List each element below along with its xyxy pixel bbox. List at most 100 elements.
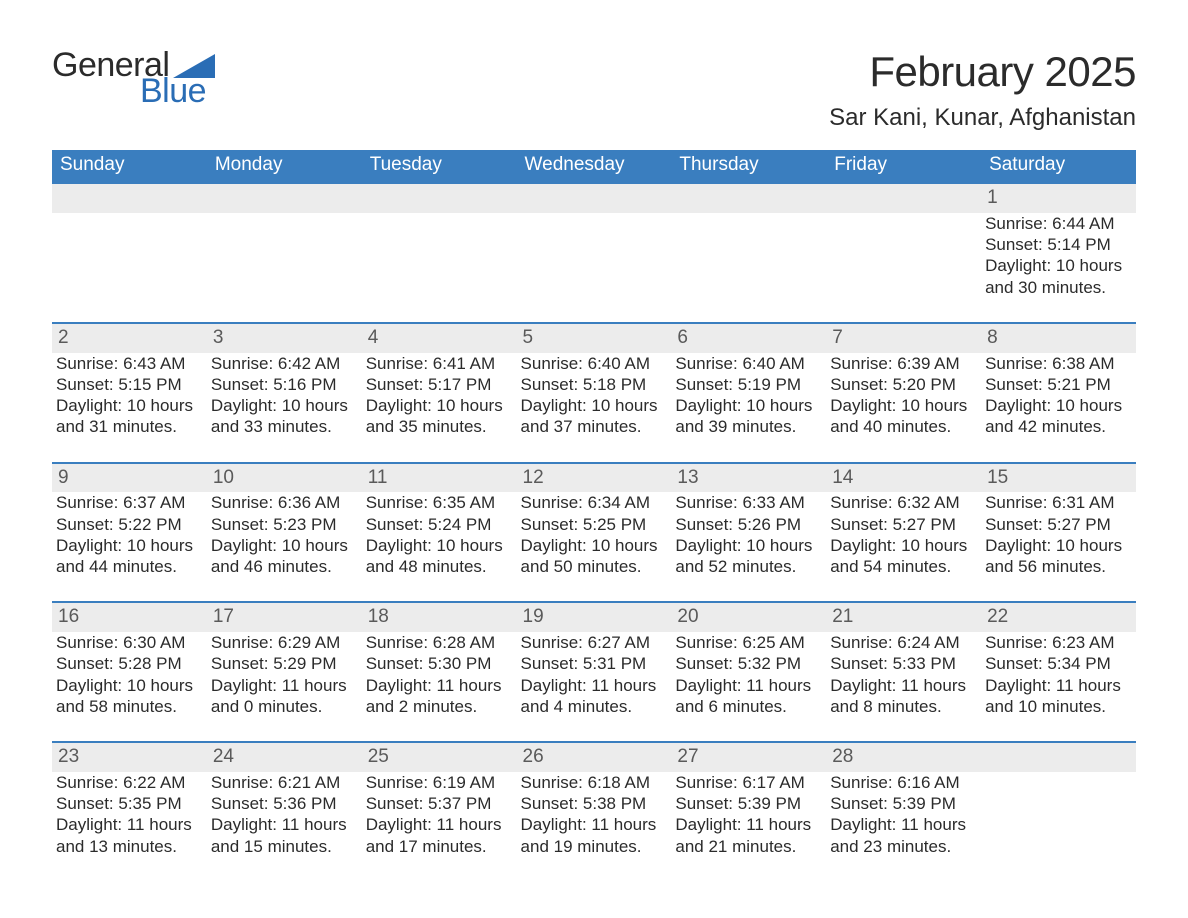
day-detail-row: Sunrise: 6:22 AMSunset: 5:35 PMDaylight:… (52, 772, 1136, 881)
day1-text: Daylight: 11 hours (521, 814, 666, 835)
day1-text: Daylight: 11 hours (675, 675, 820, 696)
day1-text: Daylight: 10 hours (366, 535, 511, 556)
day1-text: Daylight: 10 hours (521, 535, 666, 556)
location-subtitle: Sar Kani, Kunar, Afghanistan (829, 104, 1136, 132)
day2-text: and 23 minutes. (830, 836, 975, 857)
day-number-cell (52, 183, 207, 213)
day-number-cell: 26 (517, 742, 672, 772)
sunrise-text: Sunrise: 6:17 AM (675, 772, 820, 793)
sunrise-text: Sunrise: 6:34 AM (521, 492, 666, 513)
day1-text: Daylight: 10 hours (985, 535, 1130, 556)
day2-text: and 42 minutes. (985, 416, 1130, 437)
day-number-cell: 23 (52, 742, 207, 772)
sunrise-text: Sunrise: 6:38 AM (985, 353, 1130, 374)
sunset-text: Sunset: 5:24 PM (366, 514, 511, 535)
day-detail-cell: Sunrise: 6:23 AMSunset: 5:34 PMDaylight:… (981, 632, 1136, 742)
day2-text: and 31 minutes. (56, 416, 201, 437)
sunrise-text: Sunrise: 6:21 AM (211, 772, 356, 793)
sunset-text: Sunset: 5:33 PM (830, 653, 975, 674)
day1-text: Daylight: 10 hours (985, 255, 1130, 276)
day2-text: and 30 minutes. (985, 277, 1130, 298)
sunset-text: Sunset: 5:22 PM (56, 514, 201, 535)
day-number-cell: 5 (517, 323, 672, 353)
day1-text: Daylight: 11 hours (366, 675, 511, 696)
day-number-cell: 16 (52, 602, 207, 632)
weekday-header: Tuesday (362, 150, 517, 183)
sunrise-text: Sunrise: 6:16 AM (830, 772, 975, 793)
day-number-cell: 20 (671, 602, 826, 632)
sunrise-text: Sunrise: 6:35 AM (366, 492, 511, 513)
sunset-text: Sunset: 5:38 PM (521, 793, 666, 814)
day1-text: Daylight: 11 hours (830, 814, 975, 835)
sunrise-text: Sunrise: 6:25 AM (675, 632, 820, 653)
day-detail-cell: Sunrise: 6:29 AMSunset: 5:29 PMDaylight:… (207, 632, 362, 742)
sunrise-text: Sunrise: 6:33 AM (675, 492, 820, 513)
day2-text: and 19 minutes. (521, 836, 666, 857)
sunrise-text: Sunrise: 6:18 AM (521, 772, 666, 793)
day-number-cell: 13 (671, 463, 826, 493)
sunrise-text: Sunrise: 6:39 AM (830, 353, 975, 374)
day-number-cell: 24 (207, 742, 362, 772)
day2-text: and 50 minutes. (521, 556, 666, 577)
sunrise-text: Sunrise: 6:42 AM (211, 353, 356, 374)
day-detail-cell (207, 213, 362, 323)
day-detail-cell: Sunrise: 6:32 AMSunset: 5:27 PMDaylight:… (826, 492, 981, 602)
sunrise-text: Sunrise: 6:44 AM (985, 213, 1130, 234)
day-detail-cell: Sunrise: 6:25 AMSunset: 5:32 PMDaylight:… (671, 632, 826, 742)
day2-text: and 52 minutes. (675, 556, 820, 577)
day-detail-cell: Sunrise: 6:34 AMSunset: 5:25 PMDaylight:… (517, 492, 672, 602)
day1-text: Daylight: 10 hours (211, 395, 356, 416)
day2-text: and 48 minutes. (366, 556, 511, 577)
day-number-cell: 2 (52, 323, 207, 353)
sunset-text: Sunset: 5:20 PM (830, 374, 975, 395)
day-number-cell (826, 183, 981, 213)
day2-text: and 0 minutes. (211, 696, 356, 717)
weekday-header: Wednesday (517, 150, 672, 183)
day1-text: Daylight: 10 hours (675, 395, 820, 416)
sunrise-text: Sunrise: 6:24 AM (830, 632, 975, 653)
day-detail-cell: Sunrise: 6:28 AMSunset: 5:30 PMDaylight:… (362, 632, 517, 742)
sunset-text: Sunset: 5:17 PM (366, 374, 511, 395)
day2-text: and 37 minutes. (521, 416, 666, 437)
day-number-cell (517, 183, 672, 213)
sunrise-text: Sunrise: 6:40 AM (675, 353, 820, 374)
day-number-row: 232425262728 (52, 742, 1136, 772)
day2-text: and 17 minutes. (366, 836, 511, 857)
sunrise-text: Sunrise: 6:23 AM (985, 632, 1130, 653)
sunset-text: Sunset: 5:25 PM (521, 514, 666, 535)
day-number-cell (362, 183, 517, 213)
sunset-text: Sunset: 5:15 PM (56, 374, 201, 395)
day2-text: and 2 minutes. (366, 696, 511, 717)
day-detail-cell: Sunrise: 6:17 AMSunset: 5:39 PMDaylight:… (671, 772, 826, 881)
sunrise-text: Sunrise: 6:37 AM (56, 492, 201, 513)
sunrise-text: Sunrise: 6:36 AM (211, 492, 356, 513)
day2-text: and 44 minutes. (56, 556, 201, 577)
weekday-header-row: Sunday Monday Tuesday Wednesday Thursday… (52, 150, 1136, 183)
day-number-row: 1 (52, 183, 1136, 213)
day-number-cell: 15 (981, 463, 1136, 493)
day-detail-cell: Sunrise: 6:43 AMSunset: 5:15 PMDaylight:… (52, 353, 207, 463)
day1-text: Daylight: 10 hours (366, 395, 511, 416)
title-block: February 2025 Sar Kani, Kunar, Afghanist… (829, 48, 1136, 132)
day1-text: Daylight: 10 hours (675, 535, 820, 556)
day-detail-row: Sunrise: 6:44 AMSunset: 5:14 PMDaylight:… (52, 213, 1136, 323)
weekday-header: Sunday (52, 150, 207, 183)
day1-text: Daylight: 10 hours (521, 395, 666, 416)
day-number-cell: 7 (826, 323, 981, 353)
day-number-cell: 3 (207, 323, 362, 353)
day-detail-row: Sunrise: 6:43 AMSunset: 5:15 PMDaylight:… (52, 353, 1136, 463)
sunset-text: Sunset: 5:29 PM (211, 653, 356, 674)
sunset-text: Sunset: 5:34 PM (985, 653, 1130, 674)
day2-text: and 46 minutes. (211, 556, 356, 577)
sunrise-text: Sunrise: 6:19 AM (366, 772, 511, 793)
sunrise-text: Sunrise: 6:29 AM (211, 632, 356, 653)
day-number-cell: 19 (517, 602, 672, 632)
sunset-text: Sunset: 5:27 PM (985, 514, 1130, 535)
day-number-cell: 28 (826, 742, 981, 772)
day-detail-cell (52, 213, 207, 323)
day-detail-cell: Sunrise: 6:39 AMSunset: 5:20 PMDaylight:… (826, 353, 981, 463)
day-number-cell (671, 183, 826, 213)
day-detail-cell: Sunrise: 6:36 AMSunset: 5:23 PMDaylight:… (207, 492, 362, 602)
day-detail-cell: Sunrise: 6:16 AMSunset: 5:39 PMDaylight:… (826, 772, 981, 881)
day2-text: and 6 minutes. (675, 696, 820, 717)
